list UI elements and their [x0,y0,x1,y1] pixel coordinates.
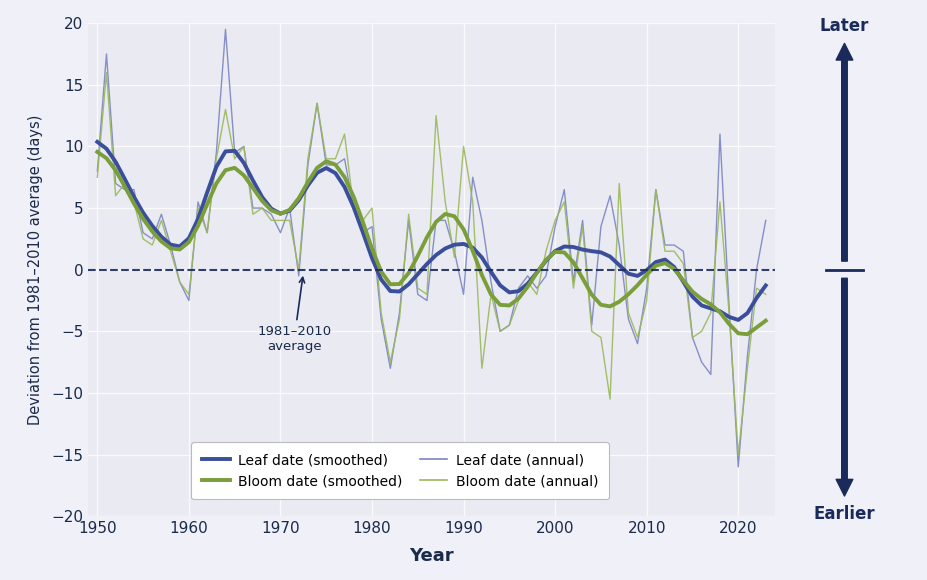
Legend: Leaf date (smoothed), Bloom date (smoothed), Leaf date (annual), Bloom date (ann: Leaf date (smoothed), Bloom date (smooth… [191,442,608,499]
Text: 1981–2010
average: 1981–2010 average [257,277,331,353]
Y-axis label: Deviation from 1981–2010 average (days): Deviation from 1981–2010 average (days) [28,114,43,425]
Text: Earlier: Earlier [813,505,874,523]
X-axis label: Year: Year [409,547,453,565]
Text: Later: Later [819,17,869,35]
